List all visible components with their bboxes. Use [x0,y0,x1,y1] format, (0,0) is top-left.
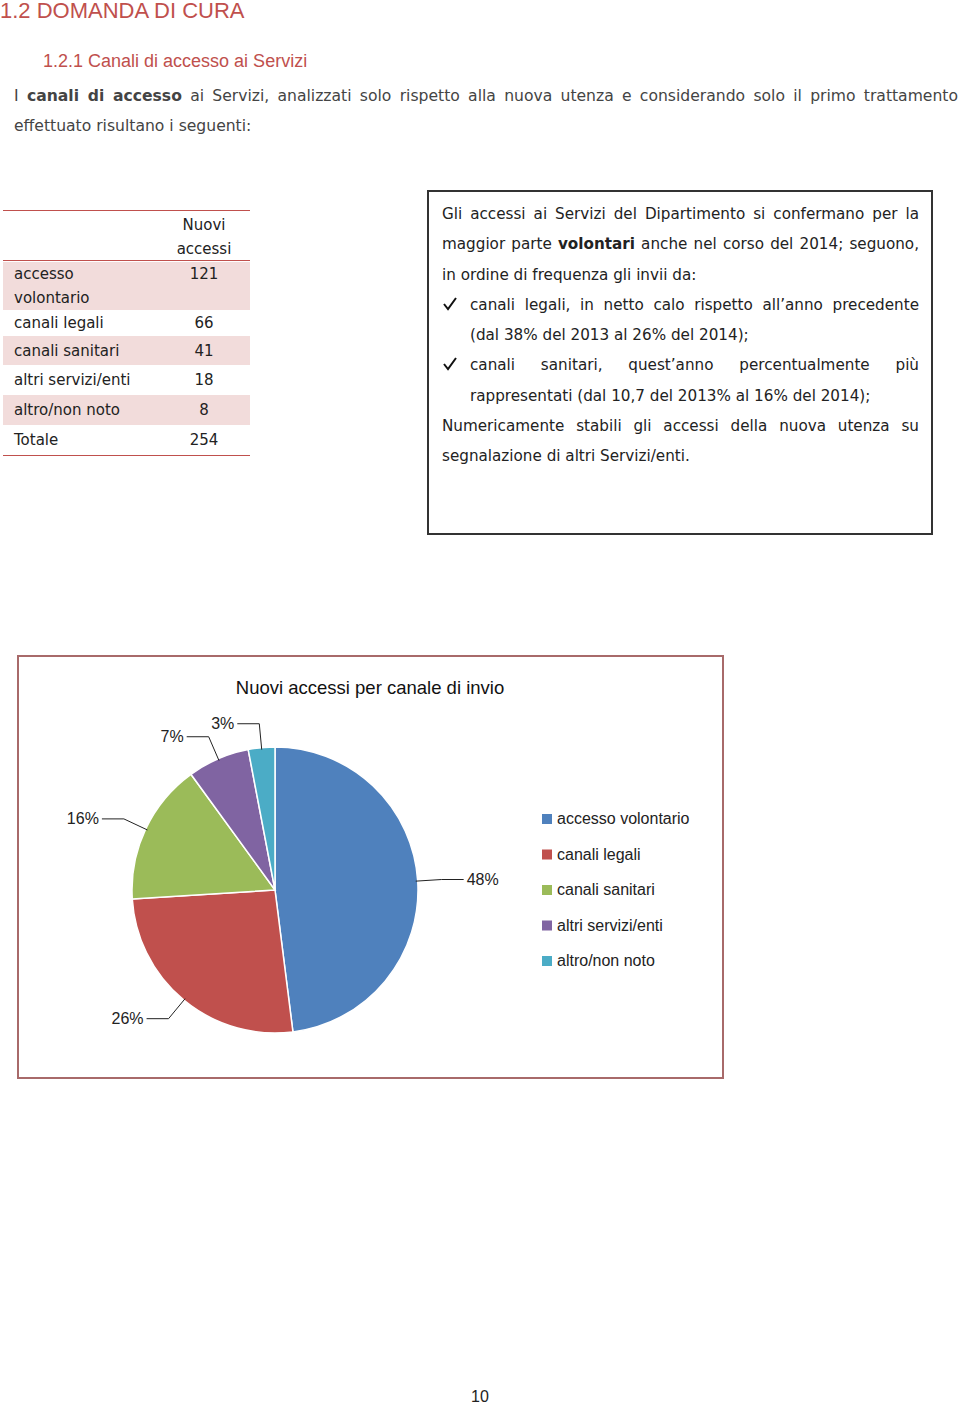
leader-line [187,737,219,761]
data-labels: 48% 26% 16% 7% 3% [67,715,499,1027]
text-box-content: Gli accessi ai Servizi del Dipartimento … [442,199,919,472]
pie-slice [132,890,293,1033]
legend-label: canali sanitari [557,881,655,898]
row-label: Totale [14,428,149,452]
bullet-item: canali sanitari, quest’anno percentualme… [442,350,919,411]
row-value: 121 [159,262,249,286]
row-label: altro/non noto [14,398,149,422]
body: 1.2 DOMANDA DI CURA 1.2.1 Canali di acces… [0,0,960,1408]
text: I [14,87,27,105]
bullet-text: canali legali, in netto calo rispetto al… [470,296,919,344]
table: Nuovi accessiaccesso volontario 121 canali… [3,210,250,456]
data-label: 26% [112,1010,144,1027]
leader-line [237,724,261,750]
text-box-paragraph: Numericamente stabili gli accessi della … [442,411,919,472]
legend-swatch [542,885,552,895]
data-label: 3% [211,715,234,732]
table-rule [3,210,250,211]
check-mark [444,358,456,369]
row-value: 41 [159,339,249,363]
leader-line [416,880,464,882]
chart: Nuovi accessi per canale di invio 48% 26% 1… [19,657,722,1077]
legend-label: accesso volontario [557,810,690,827]
pie-slice [275,747,418,1032]
page-number: 10 [0,1388,960,1406]
leader-line [147,999,186,1019]
data-label: 7% [161,728,184,745]
bullet-item: canali legali, in netto calo rispetto al… [442,290,919,351]
bold-text: volontari [558,235,635,253]
row-value: 66 [159,311,249,335]
check-icon [442,296,458,312]
chart-frame: Nuovi accessi per canale di invio 48% 26% 1… [17,655,724,1079]
table-rule [3,260,250,261]
check-icon [442,356,458,372]
legend-label: canali legali [557,846,641,863]
chart-title: Nuovi accessi per canale di invio [236,677,504,698]
intro-paragraph: I canali di accesso ai Servizi, analizza… [14,81,958,141]
column-header: Nuovi accessi [159,213,249,261]
legend-label: altro/non noto [557,952,655,969]
data-label: 48% [467,871,499,888]
section-title: 1.2 DOMANDA DI CURA [0,0,245,24]
legend-swatch [542,921,552,931]
row-label: altri servizi/enti [14,368,149,392]
legend-label: altri servizi/enti [557,917,663,934]
row-value: 254 [159,428,249,452]
pie-slice [248,747,275,890]
row-label: canali sanitari [14,339,149,363]
bold-text: canali di accesso [27,87,182,105]
legend-swatch [542,814,552,824]
row-label: accesso volontario [14,262,149,310]
check-mark [444,298,456,309]
legend-swatch [542,850,552,860]
row-value: 8 [159,398,249,422]
row-value: 18 [159,368,249,392]
text-box: Gli accessi ai Servizi del Dipartimento … [427,190,933,535]
data-label: 16% [67,810,99,827]
legend: accesso volontario canali legali canali sa… [542,810,690,969]
legend-swatch [542,956,552,966]
text-box-paragraph: Gli accessi ai Servizi del Dipartimento … [442,199,919,290]
row-label: canali legali [14,311,149,335]
leader-line [102,819,148,830]
table-rule [3,455,250,456]
subsection-title: 1.2.1 Canali di accesso ai Servizi [43,51,307,72]
bullet-text: canali sanitari, quest’anno percentualme… [470,356,919,404]
page: 1.2 DOMANDA DI CURA 1.2.1 Canali di acces… [0,0,960,1408]
slices [132,747,418,1033]
